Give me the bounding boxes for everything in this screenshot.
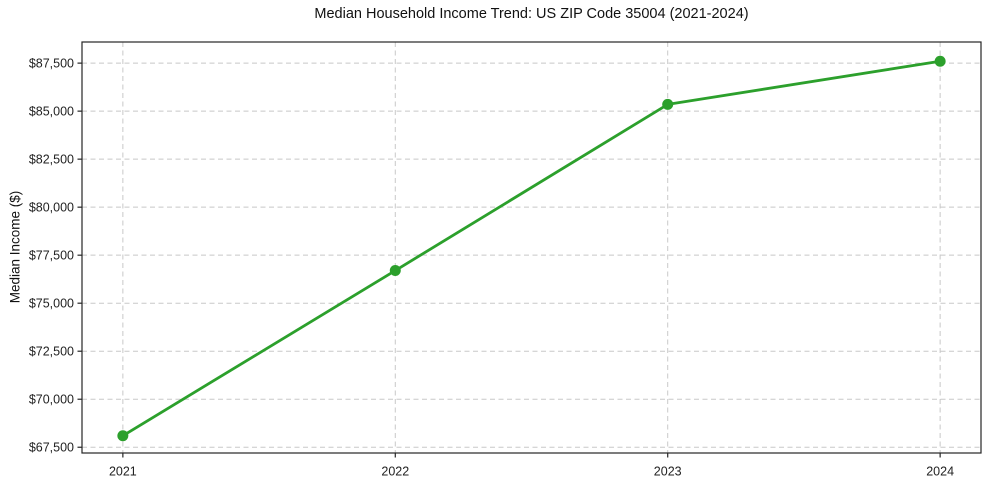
- chart-title: Median Household Income Trend: US ZIP Co…: [314, 6, 749, 22]
- y-axis-label: Median Income ($): [7, 190, 23, 304]
- y-tick-label: $80,000: [29, 200, 74, 214]
- data-point-2023: [662, 98, 674, 110]
- x-tick-label: 2022: [381, 465, 409, 479]
- y-tick-label: $67,500: [29, 441, 74, 455]
- y-tick-label: $75,000: [29, 296, 74, 310]
- trend-line: [121, 59, 942, 438]
- y-tick-label: $70,000: [29, 393, 74, 407]
- y-tick-label: $85,000: [29, 104, 74, 118]
- data-point-2021: [117, 430, 129, 442]
- y-tick-label: $77,500: [29, 248, 74, 262]
- x-tick-label: 2021: [109, 465, 137, 479]
- data-point-2024: [934, 55, 946, 67]
- y-tick-label: $87,500: [29, 56, 74, 70]
- y-tick-label: $82,500: [29, 152, 74, 166]
- plot-border: [81, 41, 982, 454]
- x-tick-label: 2024: [926, 465, 954, 479]
- x-tick-label: 2023: [654, 465, 682, 479]
- y-tick-label: $72,500: [29, 345, 74, 359]
- data-point-2022: [389, 265, 401, 277]
